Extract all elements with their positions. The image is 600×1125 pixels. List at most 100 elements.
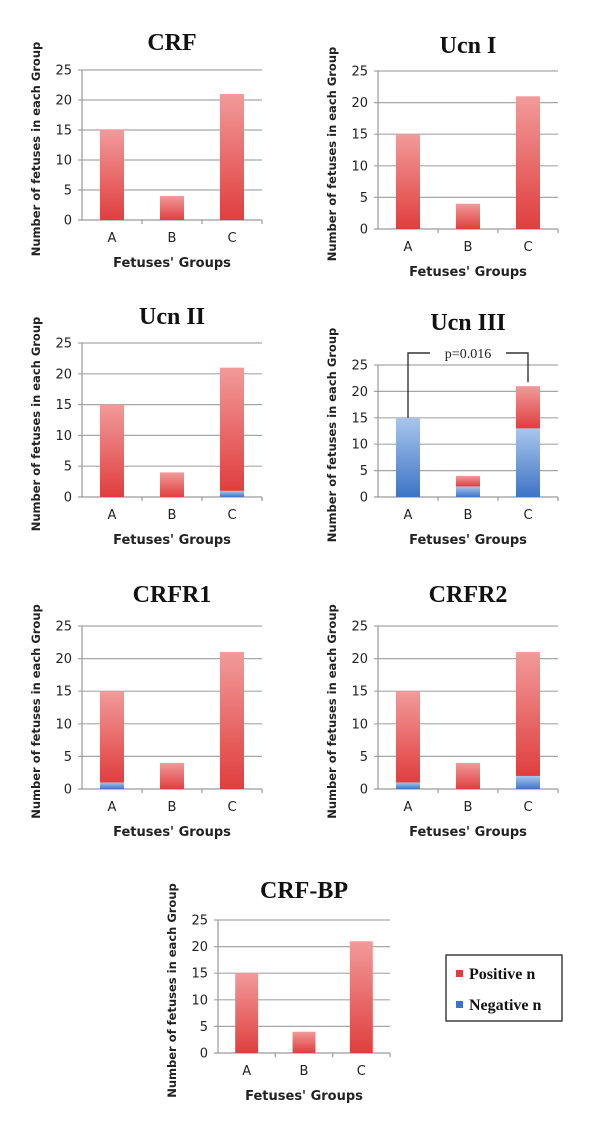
y-axis-label: Number of fetuses in each Group <box>325 47 339 262</box>
chart-title: Ucn II <box>139 304 205 330</box>
significance-bracket-left <box>407 352 430 418</box>
y-tick-label: 20 <box>351 652 368 667</box>
y-tick-label: 25 <box>191 914 208 929</box>
y-tick-label: 0 <box>360 491 368 506</box>
y-tick-label: 5 <box>64 750 72 765</box>
x-tick-label: B <box>464 240 473 255</box>
significance-bracket-right <box>506 352 529 383</box>
x-tick-label: B <box>300 1064 309 1079</box>
y-tick-label: 15 <box>351 411 368 426</box>
x-tick-label: C <box>523 508 532 523</box>
bar-positive-c <box>220 367 244 491</box>
x-axis-label: Fetuses' Groups <box>409 825 527 840</box>
y-tick-label: 10 <box>191 993 208 1008</box>
bar-positive-c <box>516 386 540 429</box>
legend-swatch-positive <box>456 970 463 977</box>
y-tick-label: 25 <box>55 337 72 352</box>
bar-positive-a <box>235 973 259 1053</box>
x-tick-label: A <box>108 231 117 246</box>
x-tick-label: A <box>404 508 413 523</box>
y-tick-label: 20 <box>191 940 208 955</box>
bar-positive-c <box>349 941 373 1053</box>
bar-negative-b <box>456 486 480 497</box>
y-tick-label: 25 <box>351 65 368 80</box>
y-tick-label: 0 <box>360 223 368 238</box>
bar-negative-c <box>220 490 244 497</box>
bar-positive-a <box>100 691 124 783</box>
y-tick-label: 15 <box>351 685 368 700</box>
chart-title: Ucn III <box>430 310 505 336</box>
chart-title: CRFR1 <box>133 582 212 608</box>
bar-positive-a <box>100 130 124 220</box>
y-tick-label: 5 <box>360 191 368 206</box>
x-tick-label: B <box>168 231 177 246</box>
y-tick-label: 15 <box>55 685 72 700</box>
y-tick-label: 20 <box>351 385 368 400</box>
y-tick-label: 20 <box>55 94 72 109</box>
charts-layer: CRF 0 5 10 15 20 25 A B C Fetuses' Groups Number of… <box>29 30 559 1104</box>
x-tick-label: A <box>108 508 117 523</box>
x-axis-label: Fetuses' Groups <box>113 825 231 840</box>
bar-negative-a <box>100 782 124 789</box>
y-tick-label: 10 <box>55 429 72 444</box>
y-tick-label: 20 <box>351 96 368 111</box>
x-tick-label: A <box>242 1064 251 1079</box>
y-tick-label: 0 <box>64 783 72 798</box>
y-tick-label: 0 <box>360 783 368 798</box>
x-tick-label: C <box>357 1064 366 1079</box>
y-tick-label: 15 <box>351 128 368 143</box>
y-axis-label: Number of fetuses in each Group <box>29 604 43 819</box>
x-tick-label: B <box>464 508 473 523</box>
bar-positive-c <box>220 94 244 220</box>
y-tick-label: 15 <box>55 124 72 139</box>
y-tick-label: 5 <box>64 184 72 199</box>
bar-negative-a <box>396 782 420 789</box>
x-tick-label: A <box>404 240 413 255</box>
y-axis-label: Number of fetuses in each Group <box>29 317 43 532</box>
x-tick-label: C <box>523 240 532 255</box>
bar-positive-a <box>396 691 420 783</box>
bar-positive-a <box>396 134 420 229</box>
chart-title: CRF <box>147 30 196 56</box>
y-tick-label: 10 <box>351 438 368 453</box>
chart-ucn-i: Ucn I 0 5 10 15 20 25 A B C Fetuses' Groups Number … <box>325 33 559 280</box>
chart-crf: CRF 0 5 10 15 20 25 A B C Fetuses' Groups Number of… <box>29 30 263 271</box>
chart-title: Ucn I <box>440 33 497 59</box>
bar-negative-a <box>396 417 420 497</box>
x-tick-label: C <box>523 800 532 815</box>
x-tick-label: C <box>227 800 236 815</box>
x-axis-label: Fetuses' Groups <box>113 256 231 271</box>
y-tick-label: 10 <box>351 159 368 174</box>
y-tick-label: 15 <box>55 398 72 413</box>
y-axis-label: Number of fetuses in each Group <box>325 604 339 819</box>
y-tick-label: 15 <box>191 967 208 982</box>
y-axis-label: Number of fetuses in each Group <box>29 42 43 257</box>
x-tick-label: A <box>108 800 117 815</box>
x-axis-label: Fetuses' Groups <box>409 533 527 548</box>
chart-crfr2: CRFR2 0 5 10 15 20 25 A B C Fetuses' Groups Number … <box>325 582 559 840</box>
x-axis-label: Fetuses' Groups <box>409 265 527 280</box>
chart-crfr1: CRFR1 0 5 10 15 20 25 A B C Fetuses' Groups Number … <box>29 582 263 840</box>
y-tick-label: 5 <box>360 750 368 765</box>
chart-title: CRFR2 <box>429 582 508 608</box>
x-tick-label: C <box>227 231 236 246</box>
x-axis-label: Fetuses' Groups <box>113 533 231 548</box>
y-tick-label: 5 <box>200 1020 208 1035</box>
x-tick-label: A <box>404 800 413 815</box>
y-tick-label: 10 <box>351 717 368 732</box>
bar-negative-c <box>516 428 540 497</box>
legend: Positive n Negative n <box>445 954 563 1022</box>
chart-crf-bp: CRF-BP 0 5 10 15 20 25 A B C Fetuses' Groups Number… <box>165 878 391 1104</box>
x-tick-label: B <box>168 508 177 523</box>
x-tick-label: B <box>168 800 177 815</box>
y-tick-label: 25 <box>55 64 72 79</box>
y-tick-label: 25 <box>55 620 72 635</box>
bar-positive-b <box>292 1031 316 1053</box>
x-tick-label: C <box>227 508 236 523</box>
x-tick-label: B <box>464 800 473 815</box>
legend-box <box>445 954 563 1022</box>
chart-ucn-ii: Ucn II 0 5 10 15 20 25 A B C Fetuses' Groups Number… <box>29 304 263 548</box>
p-value-label: p=0.016 <box>445 347 491 362</box>
y-tick-label: 25 <box>351 620 368 635</box>
